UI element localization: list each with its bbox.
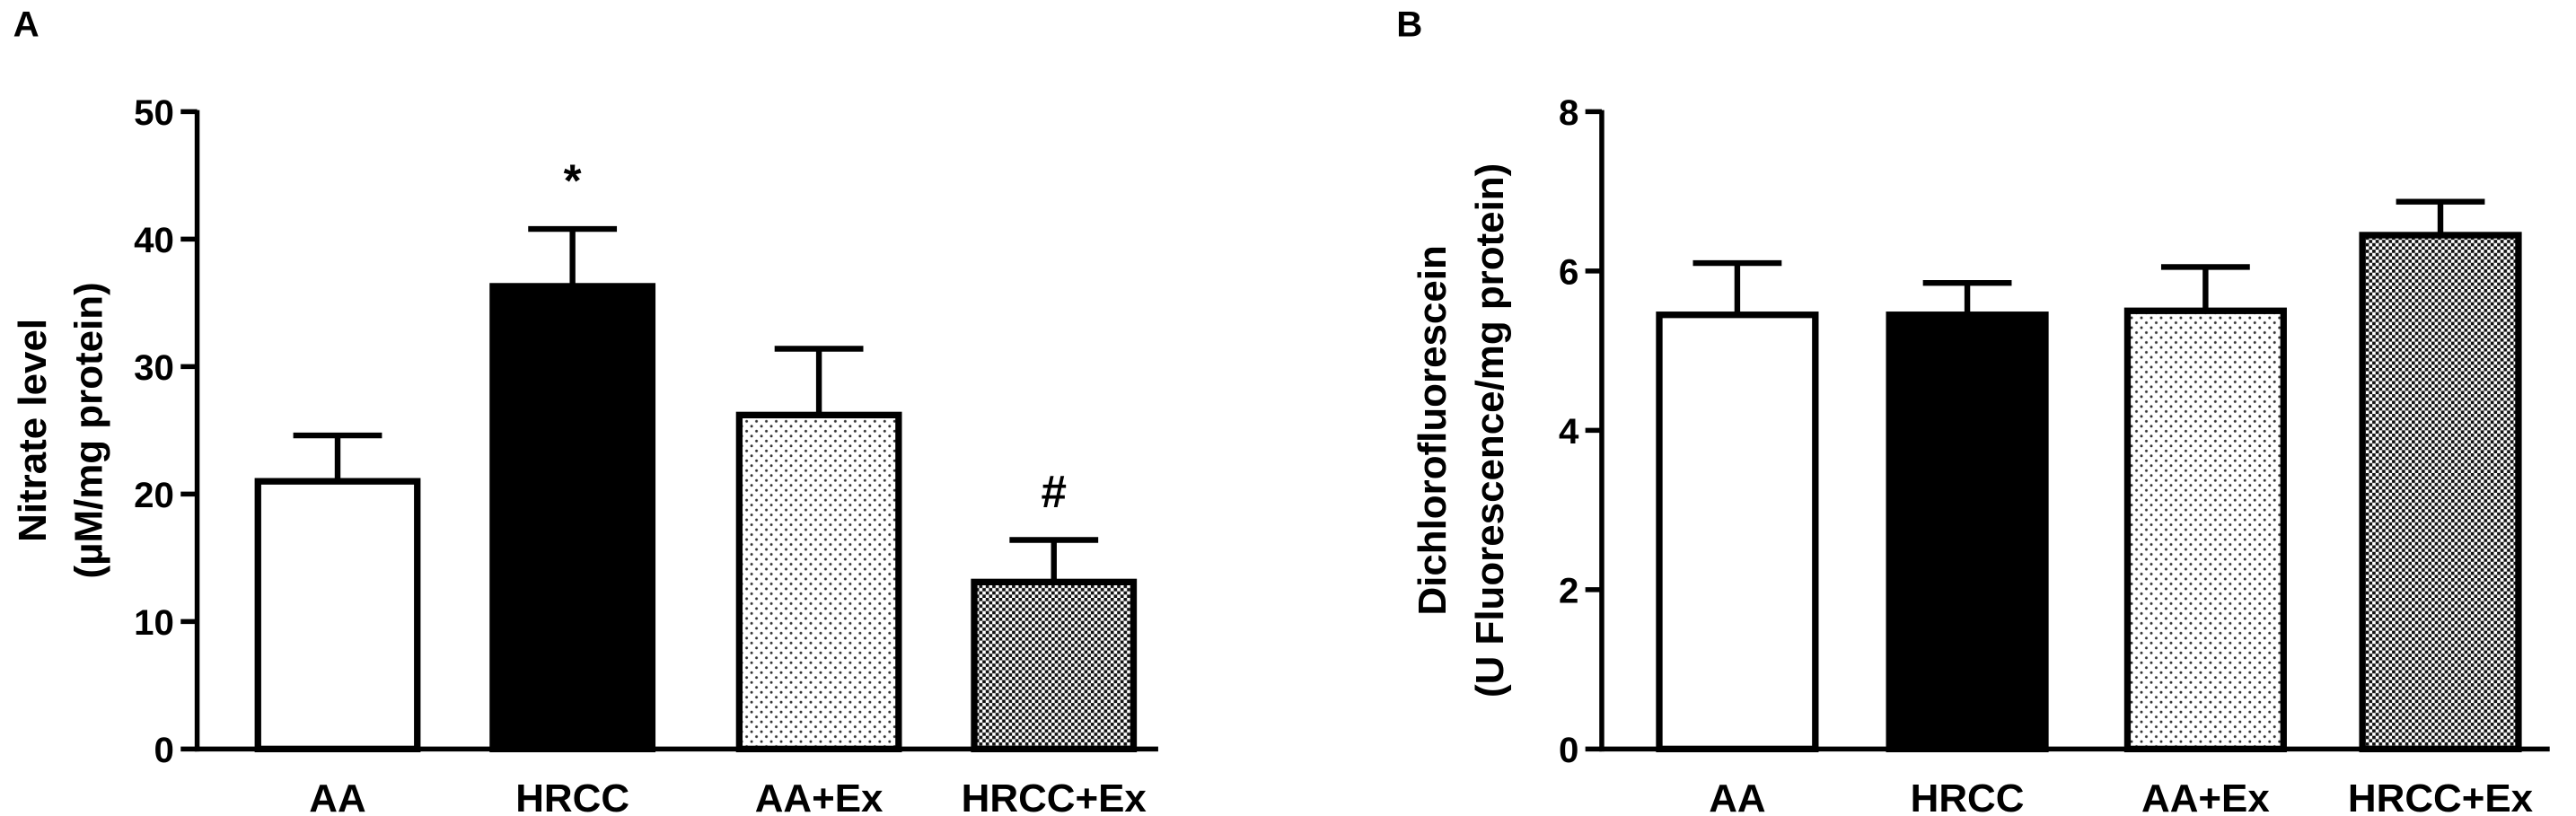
bar (2359, 232, 2522, 753)
y-axis-label: Nitrate level (11, 319, 55, 542)
panel-label: A (13, 4, 40, 44)
bar (1886, 311, 2049, 753)
x-tick-label: AA (1709, 777, 1765, 816)
y-tick-label: 8 (1559, 92, 1578, 133)
y-tick-label: 0 (1559, 730, 1578, 770)
y-tick-label: 4 (1559, 411, 1579, 452)
bar (489, 283, 656, 753)
y-axis-label: (µM/mg protein) (66, 282, 110, 578)
x-tick-label: AA (309, 777, 365, 816)
x-tick-label: HRCC (1911, 777, 2025, 816)
bar (735, 411, 902, 753)
x-tick-label: AA+Ex (2141, 777, 2270, 816)
y-tick-label: 2 (1559, 570, 1578, 610)
y-tick-label: 6 (1559, 252, 1578, 293)
x-tick-label: HRCC+Ex (962, 777, 1147, 816)
bar (2123, 307, 2287, 753)
y-axis-label: (U Fluorescence/mg protein) (1468, 163, 1512, 698)
x-tick-label: HRCC+Ex (2348, 777, 2534, 816)
panel-label: B (1396, 4, 1422, 44)
bar (1656, 311, 1819, 753)
x-tick-label: HRCC (515, 777, 629, 816)
y-tick-label: 20 (134, 475, 174, 515)
y-axis-label: Dichlorofluorescein (1411, 245, 1455, 615)
annotation: * (564, 154, 582, 206)
annotation: # (1042, 466, 1068, 517)
y-tick-label: 40 (134, 220, 174, 260)
x-tick-label: AA+Ex (755, 777, 884, 816)
bar (254, 478, 421, 753)
y-tick-label: 50 (134, 92, 174, 133)
y-tick-label: 30 (134, 347, 174, 388)
bar (971, 578, 1138, 753)
y-tick-label: 10 (134, 602, 174, 643)
y-tick-label: 0 (154, 730, 174, 770)
